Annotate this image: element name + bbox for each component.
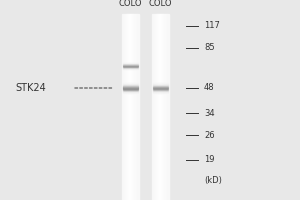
Text: STK24: STK24 [16,83,46,93]
Text: 85: 85 [204,44,214,52]
Bar [153,91,168,92]
Bar [153,83,168,84]
Bar [123,84,138,85]
Bar [153,84,168,85]
Bar [123,83,138,84]
Bar [123,83,138,84]
Bar [153,86,168,87]
Text: 26: 26 [204,130,214,140]
Bar [123,85,138,86]
Bar [153,85,168,86]
Bar [153,90,168,91]
Text: COLO: COLO [149,0,172,8]
Bar [123,92,138,93]
Bar [123,88,138,89]
Text: (kD): (kD) [204,176,222,184]
Text: 34: 34 [204,108,214,117]
Text: COLO: COLO [119,0,142,8]
Text: 117: 117 [204,21,220,30]
Bar [153,92,168,93]
Bar [123,90,138,91]
Bar [153,83,168,84]
Bar [153,89,168,90]
Bar [123,91,138,92]
Bar [123,89,138,90]
Bar [123,87,138,88]
Text: 19: 19 [204,156,214,164]
Bar [123,86,138,87]
Bar [153,88,168,89]
Bar [153,87,168,88]
Text: 48: 48 [204,83,214,92]
